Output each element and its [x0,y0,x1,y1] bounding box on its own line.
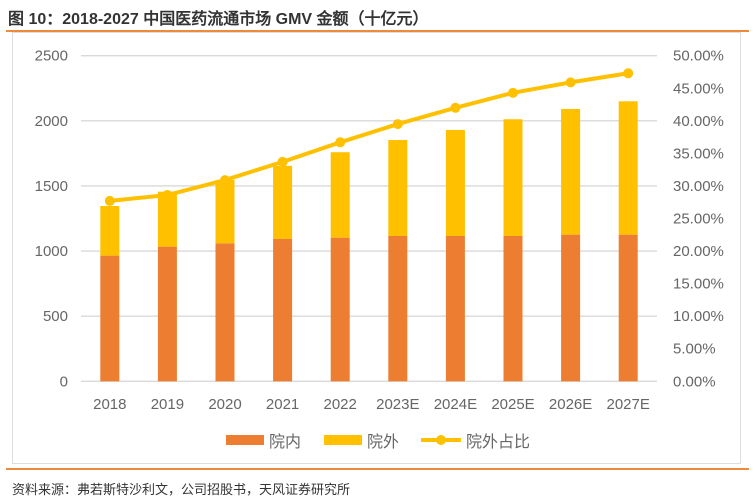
line-series-outer-share [109,71,629,203]
legend-label-outer: 院外 [367,433,399,451]
y2-tick-label: 15.00% [673,276,724,293]
x-tick-label: 2022 [324,396,357,413]
bar-inner [618,234,638,382]
source-note: 资料来源：弗若斯特沙利文，公司招股书，天风证券研究所 [12,482,351,497]
bar-outer [561,108,581,235]
y2-tick-label: 20.00% [673,243,724,260]
bar-inner [157,246,177,382]
legend-label-line: 院外占比 [466,433,530,451]
footer-rule [6,468,749,470]
bar-inner [388,235,408,382]
bar-outer [215,179,235,244]
bar-outer [503,119,523,236]
legend-marker-line [436,435,446,445]
x-tick-label: 2020 [208,396,241,413]
bar-inner [445,235,465,382]
y2-tick-label: 50.00% [673,48,724,65]
bar-inner [273,238,293,382]
line-point [220,175,230,186]
bar-outer [445,129,465,236]
y2-tick-label: 10.00% [673,308,724,325]
bar-inner [330,237,350,382]
line-point [450,102,461,113]
x-tick-label: 2026E [549,396,592,413]
y2-tick-label: 5.00% [673,341,716,358]
header-rule [6,30,749,32]
x-tick-label: 2019 [151,396,184,413]
x-tick-label: 2018 [93,396,126,413]
x-tick-label: 2023E [376,396,419,413]
line-point [162,190,173,201]
y2-tick-label: 25.00% [673,211,724,228]
bar-inner [561,234,581,382]
bar-inner [100,255,120,382]
x-tick-label: 2027E [607,396,650,413]
line-point [277,156,288,167]
line-point [508,87,518,98]
bar-outer [273,165,293,239]
line-point [565,77,576,88]
chart-title: 图 10：2018-2027 中国医药流通市场 GMV 金额（十亿元） [8,11,429,28]
x-tick-label: 2025E [491,396,534,413]
line-point [623,68,634,79]
x-tick-label: 2024E [434,396,477,413]
bar-outer [388,139,408,236]
line-point [335,137,346,148]
y-tick-label: 2500 [35,48,68,65]
y-tick-label: 1500 [35,178,68,195]
legend-label-inner: 院内 [269,433,301,451]
y-tick-label: 2000 [35,113,68,130]
bar-inner [215,243,235,382]
y2-tick-label: 45.00% [673,80,724,97]
bar-outer [618,101,638,235]
bar-outer [157,191,177,247]
y2-tick-label: 0.00% [673,373,716,390]
legend-swatch-outer [324,435,362,445]
line-point [392,119,403,130]
chart-frame [12,32,741,464]
bar-outer [100,205,120,256]
bar-outer [330,152,350,238]
legend-swatch-inner [226,435,264,445]
y2-tick-label: 35.00% [673,145,724,162]
bar-inner [503,235,523,382]
y2-tick-label: 30.00% [673,178,724,195]
y-tick-label: 500 [43,308,68,325]
x-tick-label: 2021 [266,396,299,413]
y2-tick-label: 40.00% [673,113,724,130]
y-tick-label: 1000 [35,243,68,260]
y-tick-label: 0 [60,373,68,390]
line-point [104,195,115,206]
